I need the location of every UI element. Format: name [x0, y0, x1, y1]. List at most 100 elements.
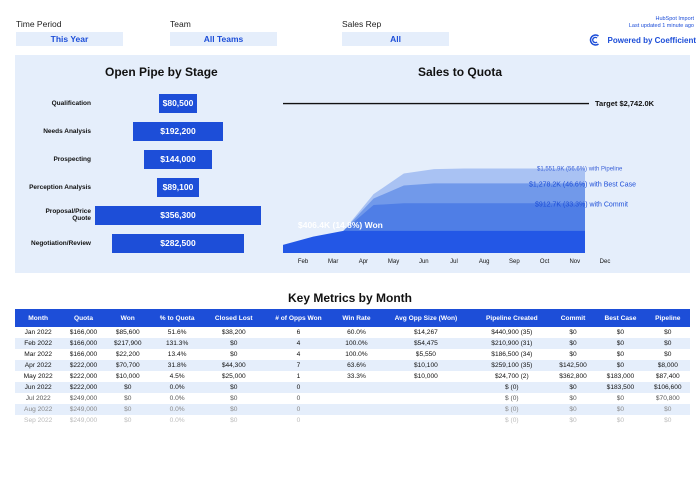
team-select[interactable]: All Teams — [170, 32, 277, 46]
table-cell: 100.0% — [333, 338, 380, 349]
x-tick-label: Oct — [540, 259, 550, 265]
table-row: Sep 2022 $249,000 $0 0.0% $0 0 $ (0) $0 $0 $0 — [15, 415, 690, 426]
table-cell: $0 — [595, 360, 646, 371]
column-header[interactable]: Avg Opp Size (Won) — [379, 309, 473, 327]
table-cell: $24,700 (2) — [494, 373, 529, 380]
table-cell: $0 — [645, 404, 690, 415]
table-cell: $166,000 — [61, 338, 106, 349]
table-cell: $0 — [645, 338, 690, 349]
table-cell: 0 — [263, 382, 334, 393]
table-cell: 4 — [296, 351, 301, 358]
column-header[interactable]: Month — [15, 309, 62, 327]
x-tick-label: May — [388, 259, 399, 265]
table-cell: $0 — [204, 338, 264, 349]
sales-rep-filter: Sales Rep All — [342, 19, 449, 46]
column-header[interactable]: Closed Lost — [204, 309, 264, 327]
table-cell: 6 — [296, 329, 301, 336]
table-body: Jan 2022 $166,000 $85,600 51.6% $38,200 6 60.0… — [15, 327, 690, 426]
column-header[interactable]: % to Quota — [149, 309, 205, 327]
time-period-select[interactable]: This Year — [16, 32, 123, 46]
time-period-filter: Time Period This Year — [16, 19, 123, 46]
table-cell: $0 — [105, 382, 150, 393]
stage-bar: $80,500 — [159, 93, 197, 113]
column-header[interactable]: Quota — [61, 309, 106, 327]
stage-label: Prospecting — [53, 155, 91, 163]
stage-label: Needs Analysis — [43, 127, 91, 135]
table-cell: $0 — [204, 404, 264, 415]
table-cell: $10,100 — [379, 360, 473, 371]
table-cell: 0.0% — [149, 382, 205, 393]
table-cell: 1 — [296, 373, 301, 380]
column-header[interactable]: # of Opps Won — [263, 309, 334, 327]
table-cell: $0 — [569, 329, 577, 336]
team-label: Team — [170, 19, 191, 29]
column-header[interactable]: Best Case — [595, 309, 646, 327]
column-header[interactable]: Pipeline — [645, 309, 690, 327]
table-cell: 0 — [296, 395, 301, 402]
table-cell: $54,475 — [379, 338, 473, 349]
column-header[interactable]: Won — [105, 309, 150, 327]
table-cell — [334, 415, 379, 426]
time-period-label: Time Period — [16, 19, 62, 29]
table-cell: 0 — [263, 404, 334, 415]
table-cell: $249,000 — [61, 404, 106, 415]
table-cell: $0 — [569, 417, 577, 424]
annotation-best-case: $1,278.2K (46.6%) with Best Case — [529, 181, 636, 188]
table-cell: $0 — [105, 404, 150, 415]
sales-rep-select[interactable]: All — [342, 32, 449, 46]
table-cell: 0.0% — [149, 404, 205, 415]
table-cell — [379, 415, 473, 426]
table-cell: $0 — [124, 395, 132, 402]
table-cell: May 2022 — [23, 373, 53, 380]
annotation-won: $406.4K (14.8%) Won — [298, 220, 383, 230]
table-cell: $249,000 — [69, 417, 98, 424]
table-cell: 0.0% — [169, 395, 185, 402]
column-header[interactable]: Commit — [550, 309, 596, 327]
annotation-pipeline: $1,551.9K (56.6%) with Pipeline — [537, 166, 623, 172]
table-cell: $0 — [616, 417, 625, 424]
stage-label: Proposal/Price Quote — [45, 208, 91, 222]
column-header[interactable]: Win Rate — [333, 309, 380, 327]
table-cell: $217,900 — [105, 338, 150, 349]
table-cell: 63.6% — [333, 360, 380, 371]
table-row: May 2022 $222,000 $10,000 4.5% $25,000 1 33.3%… — [15, 371, 690, 382]
x-tick-label: Sep — [509, 259, 520, 265]
table-cell: $0 — [124, 417, 132, 424]
table-cell: $85,600 — [115, 329, 140, 336]
table-cell: 33.3% — [347, 373, 366, 380]
table-cell: 0 — [296, 417, 301, 424]
table-cell: Jul 2022 — [25, 395, 51, 402]
table-row: Mar 2022 $166,000 $22,200 13.4% $0 4 100.0% $5,… — [15, 349, 690, 360]
table-cell: $249,000 — [69, 395, 98, 402]
table-cell: $106,600 — [645, 382, 690, 393]
sales-to-quota-title: Sales to Quota — [418, 65, 503, 79]
table-cell — [334, 393, 379, 404]
table-cell: Sep 2022 — [24, 417, 53, 424]
table-cell: 51.6% — [167, 329, 187, 336]
table-cell: $0 — [550, 404, 596, 415]
column-header[interactable]: Pipeline Created — [472, 309, 551, 327]
table-cell: $5,550 — [415, 351, 436, 358]
table-cell: $0 — [616, 329, 625, 336]
table-cell: $38,200 — [221, 329, 246, 336]
table-cell: Apr 2022 — [15, 360, 62, 371]
charts-panel: Open Pipe by Stage Sales to Quota $80,50… — [15, 55, 690, 273]
powered-by[interactable]: Powered by Coefficient — [588, 33, 696, 47]
table-cell: 4.5% — [169, 373, 185, 380]
table-cell: $ (0) — [472, 404, 551, 415]
key-metrics-table: Month Quota Won% to Quota Closed Lost # of O… — [15, 309, 690, 426]
table-cell: $222,000 — [69, 373, 98, 380]
stage-label: Perception Analysis — [29, 183, 91, 191]
coefficient-logo-icon — [589, 34, 599, 46]
table-cell: $0 — [569, 351, 577, 358]
table-cell: $183,500 — [595, 382, 646, 393]
table-cell: $10,000 — [115, 373, 140, 380]
table-row: Jan 2022 $166,000 $85,600 51.6% $38,200 6 60.0… — [15, 327, 690, 338]
table-cell: $0 — [595, 404, 646, 415]
table-cell: $0 — [569, 395, 577, 402]
table-cell: $142,500 — [550, 360, 596, 371]
table-cell: $70,800 — [655, 395, 680, 402]
x-tick-label: Mar — [328, 259, 338, 265]
stage-label: Negotiation/Review — [31, 239, 91, 247]
table-cell: $0 — [550, 338, 596, 349]
